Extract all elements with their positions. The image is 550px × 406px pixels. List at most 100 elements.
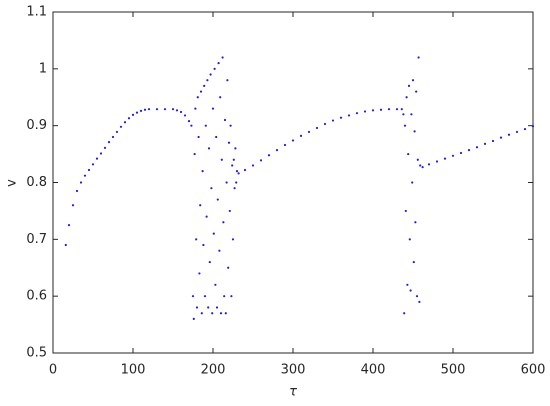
point	[315, 126, 319, 130]
point	[119, 125, 123, 128]
point	[411, 181, 414, 184]
point	[235, 170, 239, 173]
point	[212, 232, 215, 235]
point	[216, 198, 219, 201]
point	[323, 122, 327, 126]
point	[408, 238, 411, 241]
point	[123, 121, 127, 124]
point	[67, 224, 71, 227]
point	[227, 266, 230, 269]
point	[233, 187, 236, 190]
point	[228, 209, 231, 213]
point	[267, 154, 271, 157]
y-tick-label: 0.5	[26, 346, 47, 361]
point	[491, 139, 495, 143]
point	[195, 238, 198, 241]
x-tick-label: 100	[121, 363, 146, 378]
point	[400, 108, 403, 111]
point	[64, 243, 67, 247]
x-tick-label: 300	[281, 363, 306, 378]
point	[404, 209, 407, 213]
point	[499, 136, 503, 139]
point	[467, 149, 471, 152]
point	[417, 56, 420, 59]
point	[219, 96, 222, 99]
point	[363, 110, 367, 113]
point	[406, 283, 409, 286]
point	[224, 312, 227, 315]
point	[210, 187, 213, 190]
plot-frame	[52, 11, 534, 354]
x-tick-label: 500	[441, 363, 466, 378]
point	[215, 306, 219, 309]
point	[523, 127, 527, 131]
point	[71, 204, 75, 207]
point	[187, 120, 191, 123]
point	[202, 243, 205, 247]
point	[183, 114, 187, 117]
point	[220, 158, 223, 161]
point	[427, 163, 431, 166]
x-tick-label: 400	[361, 363, 386, 378]
point	[171, 108, 175, 111]
point	[207, 306, 210, 309]
point	[91, 163, 95, 166]
point	[218, 249, 221, 252]
point	[443, 157, 447, 160]
point	[225, 181, 228, 184]
point	[411, 79, 415, 82]
point	[199, 204, 202, 207]
point	[235, 181, 238, 184]
point	[232, 158, 235, 161]
point	[395, 108, 399, 111]
x-tick-label: 0	[49, 363, 57, 378]
point	[79, 181, 83, 184]
point	[483, 142, 487, 145]
point	[203, 295, 207, 298]
point	[200, 312, 203, 315]
point	[403, 124, 407, 127]
point	[206, 79, 209, 82]
point	[135, 111, 139, 114]
point	[213, 67, 216, 70]
point	[208, 260, 211, 264]
point	[409, 289, 412, 292]
point	[99, 152, 103, 155]
point	[403, 312, 406, 315]
point	[203, 84, 206, 87]
point	[416, 158, 419, 161]
point	[459, 151, 463, 155]
point	[435, 160, 439, 163]
point	[339, 116, 343, 119]
point	[204, 124, 207, 127]
y-tick-label: 0.6	[26, 289, 47, 304]
point	[237, 172, 240, 175]
point	[115, 130, 119, 134]
point	[197, 135, 200, 139]
point	[147, 108, 151, 111]
point	[307, 130, 311, 134]
point	[193, 152, 196, 156]
x-tick-label: 200	[201, 363, 226, 378]
point	[199, 90, 203, 93]
point	[219, 312, 223, 315]
point	[451, 154, 455, 157]
point	[231, 238, 235, 241]
point	[226, 79, 229, 82]
point	[507, 133, 511, 136]
point	[229, 124, 232, 127]
point	[230, 295, 233, 298]
point	[415, 295, 419, 298]
y-tick-label: 0.8	[26, 175, 47, 190]
point	[195, 306, 199, 309]
point	[95, 157, 99, 160]
point	[83, 174, 87, 177]
point	[103, 146, 107, 149]
point	[407, 84, 411, 87]
point	[175, 109, 179, 112]
point	[192, 317, 195, 320]
point	[201, 170, 204, 173]
y-axis-label: v	[5, 179, 20, 187]
